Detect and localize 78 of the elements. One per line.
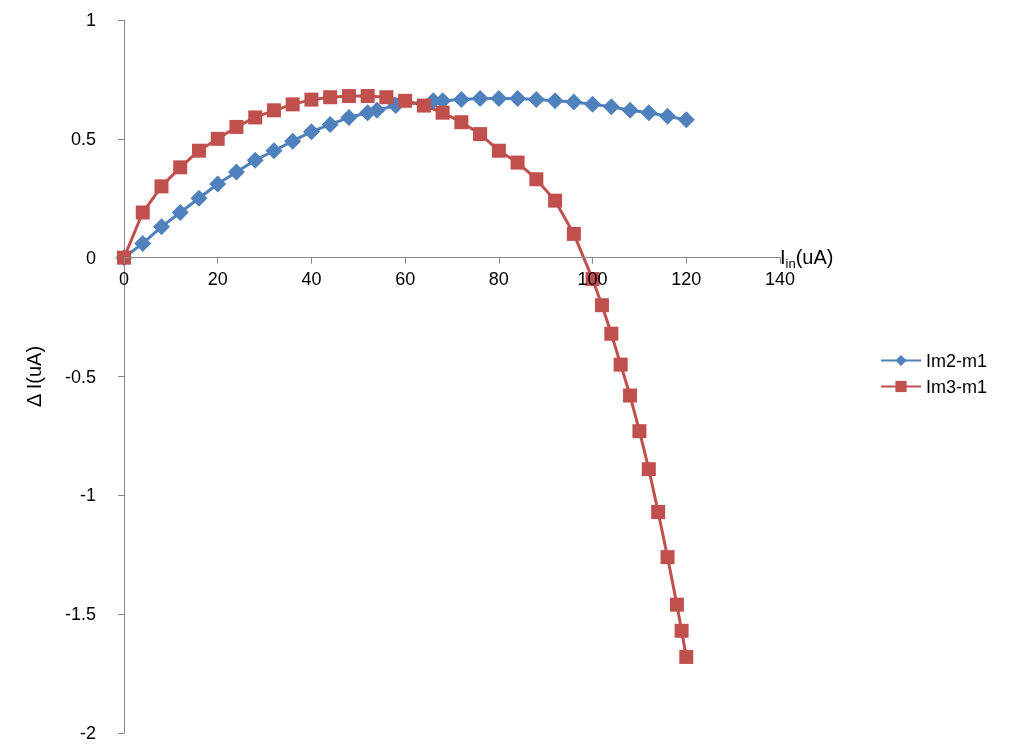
point xyxy=(323,90,338,105)
y-tick-label: 0 xyxy=(85,247,96,268)
x-tick-label: 60 xyxy=(395,268,416,289)
point xyxy=(509,89,527,107)
x-tick-label: 80 xyxy=(488,268,509,289)
point xyxy=(632,424,647,439)
point xyxy=(490,89,508,107)
point xyxy=(594,298,609,313)
y-tick-label: -0.5 xyxy=(64,366,96,387)
point xyxy=(651,504,666,519)
point xyxy=(209,175,227,193)
x-tick-label: 0 xyxy=(118,268,130,289)
point xyxy=(659,107,677,125)
point xyxy=(435,105,450,120)
point xyxy=(473,127,488,142)
point xyxy=(265,142,283,160)
point xyxy=(471,89,489,107)
point xyxy=(154,179,169,194)
point xyxy=(321,116,339,134)
point xyxy=(266,103,281,118)
x-tick-label: 20 xyxy=(207,268,228,289)
x-tick-label: 100 xyxy=(577,268,608,289)
point xyxy=(190,189,208,207)
point xyxy=(452,91,470,109)
point xyxy=(152,218,170,236)
point xyxy=(529,172,544,187)
point xyxy=(604,326,619,341)
point xyxy=(510,155,525,170)
x-tick-label: 140 xyxy=(764,268,796,289)
legend-label: Im2-m1 xyxy=(926,350,988,371)
point xyxy=(641,462,656,477)
point xyxy=(546,92,564,110)
legend-label: Im3-m1 xyxy=(926,376,988,397)
point xyxy=(210,131,225,146)
point xyxy=(584,95,602,113)
point xyxy=(623,388,638,403)
point xyxy=(341,89,356,104)
point xyxy=(621,101,639,119)
point xyxy=(191,143,206,158)
y-tick-label: -1 xyxy=(79,485,96,506)
point xyxy=(340,108,358,126)
point xyxy=(660,550,675,565)
y-tick-label: 0.5 xyxy=(70,128,96,149)
point xyxy=(669,597,684,612)
point xyxy=(229,119,244,134)
y-tick-label: 1 xyxy=(85,10,96,30)
point xyxy=(304,92,319,107)
point xyxy=(566,226,581,241)
point xyxy=(171,204,189,222)
point xyxy=(613,357,628,372)
point xyxy=(548,193,563,208)
point xyxy=(248,110,263,125)
point xyxy=(674,623,689,638)
y-tick-label: -2 xyxy=(79,723,96,743)
point xyxy=(284,132,302,150)
point xyxy=(679,649,694,664)
y-tick-label: -1.5 xyxy=(64,604,96,625)
point xyxy=(454,115,469,130)
point xyxy=(491,143,506,158)
point xyxy=(285,97,300,112)
point xyxy=(398,93,413,108)
point xyxy=(602,98,620,116)
point xyxy=(134,234,152,252)
point xyxy=(360,89,375,104)
point xyxy=(640,104,658,122)
point xyxy=(527,91,545,109)
x-tick-label: 40 xyxy=(301,268,322,289)
point xyxy=(173,160,188,175)
point xyxy=(677,111,695,129)
point xyxy=(227,163,245,181)
y-axis-title: Δ I(uA) xyxy=(23,345,45,408)
point xyxy=(135,205,150,220)
point xyxy=(416,98,431,113)
point xyxy=(302,123,320,141)
point xyxy=(379,90,394,105)
point xyxy=(246,151,264,169)
x-tick-label: 120 xyxy=(671,268,702,289)
point xyxy=(565,93,583,111)
